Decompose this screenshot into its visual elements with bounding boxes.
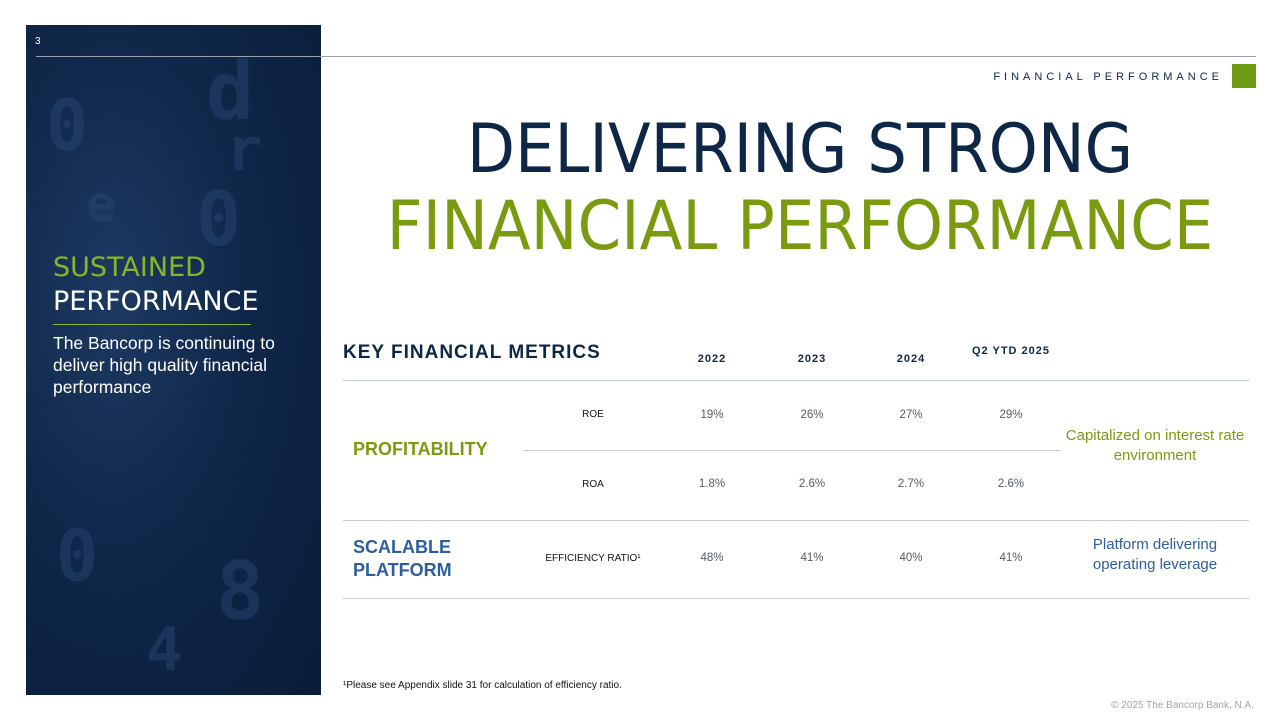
table-cell: 41% — [800, 552, 824, 564]
metric-label-efficiency-ratio: EFFICIENCY RATIO¹ — [545, 553, 641, 564]
decorative-glyph: r — [226, 115, 263, 185]
table-cell: 40% — [899, 552, 923, 564]
row-divider — [523, 450, 1061, 451]
table-cell: 29% — [999, 409, 1023, 421]
decorative-glyph: 8 — [216, 545, 265, 638]
table-cell: 2.6% — [798, 478, 826, 490]
table-cell: 41% — [999, 552, 1023, 564]
header-divider — [36, 56, 1256, 57]
profitability-note: Capitalized on interest rate environment — [1065, 427, 1245, 464]
table-cell: 48% — [700, 552, 724, 564]
table-header-divider — [343, 380, 1249, 381]
page-title-line1: DELIVERING STRONG — [466, 110, 1134, 189]
column-header-q2-ytd-2025: Q2 YTD 2025 — [971, 345, 1051, 357]
metric-label-roa: ROA — [582, 479, 604, 490]
sidebar-background-image: 0 d r 0 e 0 8 4 — [26, 25, 321, 695]
decorative-glyph: 0 — [46, 85, 89, 167]
group-divider — [343, 520, 1249, 521]
column-header-2023: 2023 — [797, 353, 827, 365]
decorative-glyph: d — [206, 45, 255, 138]
table-cell: 27% — [899, 409, 923, 421]
metric-label-roe: ROE — [582, 409, 604, 420]
sidebar-heading-line1: SUSTAINED — [53, 252, 206, 283]
column-header-2022: 2022 — [697, 353, 727, 365]
table-cell: 1.8% — [698, 478, 726, 490]
table-bottom-divider — [343, 598, 1249, 599]
decorative-glyph: e — [86, 175, 117, 233]
copyright: © 2025 The Bancorp Bank, N.A. — [1111, 700, 1254, 711]
group-label-profitability: PROFITABILITY — [353, 439, 488, 459]
section-label: FINANCIAL PERFORMANCE — [993, 71, 1223, 83]
table-heading: KEY FINANCIAL METRICS — [343, 342, 601, 363]
section-marker — [1232, 64, 1256, 88]
slide-number: 3 — [35, 36, 41, 47]
sidebar-body-text: The Bancorp is continuing to deliver hig… — [53, 333, 275, 397]
table-cell: 19% — [700, 409, 724, 421]
group-label-scalable-platform: SCALABLE PLATFORM — [353, 537, 452, 580]
sidebar-heading-line2: PERFORMANCE — [53, 286, 259, 317]
column-header-2024: 2024 — [896, 353, 926, 365]
table-cell: 2.6% — [997, 478, 1025, 490]
footnote: ¹Please see Appendix slide 31 for calcul… — [343, 680, 622, 691]
table-cell: 26% — [800, 409, 824, 421]
decorative-glyph: 0 — [196, 175, 242, 263]
sidebar-divider — [53, 324, 251, 325]
scalable-platform-note: Platform delivering operating leverage — [1092, 536, 1218, 573]
table-cell: 2.7% — [897, 478, 925, 490]
decorative-glyph: 0 — [56, 515, 99, 597]
decorative-glyph: 4 — [146, 615, 183, 685]
page-title-line2: FINANCIAL PERFORMANCE — [386, 187, 1214, 266]
